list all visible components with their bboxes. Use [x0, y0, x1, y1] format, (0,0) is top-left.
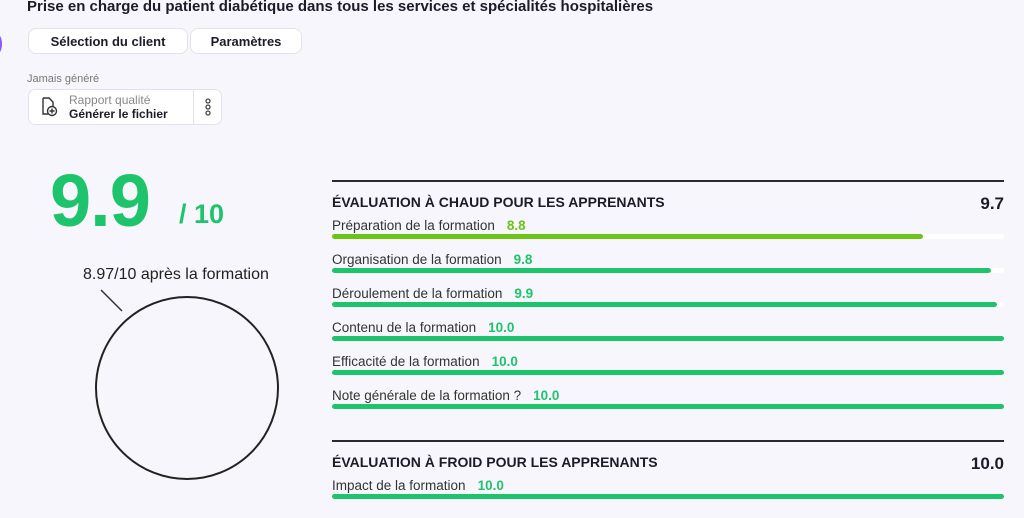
rating-bar-fill: [332, 234, 924, 239]
section-header: ÉVALUATION À FROID POUR LES APPRENANTS 10…: [332, 454, 1004, 474]
client-selection-button[interactable]: Sélection du client: [28, 28, 188, 54]
rating-bar-fill: [332, 336, 1004, 341]
rating-row: Efficacité de la formation 10.0: [332, 350, 1004, 384]
rating-label: Impact de la formation: [332, 478, 466, 493]
rating-bar: [332, 494, 1004, 499]
rating-label: Efficacité de la formation: [332, 354, 480, 369]
rating-bar: [332, 336, 1004, 341]
report-card: Rapport qualité Générer le fichier: [28, 89, 222, 125]
rating-bar-fill: [332, 404, 1004, 409]
rating-value: 10.0: [533, 388, 560, 403]
rating-label: Déroulement de la formation: [332, 286, 503, 301]
rating-row: Impact de la formation 10.0: [332, 474, 1004, 508]
rating-row: Déroulement de la formation 9.9: [332, 282, 1004, 316]
rating-label: Organisation de la formation: [332, 252, 502, 267]
page-title: Prise en charge du patient diabétique da…: [27, 0, 654, 15]
overall-score: 9.9: [50, 159, 151, 242]
more-vertical-icon[interactable]: [194, 90, 221, 124]
rating-bar: [332, 234, 1004, 239]
rating-value: 8.8: [506, 218, 526, 233]
score-max: / 10: [179, 199, 225, 229]
rating-bar: [332, 268, 1004, 273]
rating-bar-fill: [332, 302, 998, 307]
evaluation-section: ÉVALUATION À CHAUD POUR LES APPRENANTS 9.…: [332, 180, 1004, 418]
rating-bar-fill: [332, 370, 1004, 375]
rating-bar: [332, 370, 1004, 375]
rating-row: Préparation de la formation 8.8: [332, 214, 1004, 248]
rating-row: Note générale de la formation ? 10.0: [332, 384, 1004, 418]
report-status: Jamais généré: [27, 73, 100, 85]
rating-value: 9.9: [514, 286, 534, 301]
rating-bar: [332, 302, 1004, 307]
generate-file-button[interactable]: Rapport qualité Générer le fichier: [29, 90, 194, 124]
sidebar-toggle[interactable]: [0, 34, 2, 54]
after-training-score: 8.97/10 après la formation: [83, 266, 269, 283]
file-add-icon: [29, 97, 69, 117]
section-score: 10.0: [970, 454, 1004, 473]
rating-bar: [332, 404, 1004, 409]
section-header: ÉVALUATION À CHAUD POUR LES APPRENANTS 9.…: [332, 194, 1004, 214]
rating-row: Organisation de la formation 9.8: [332, 248, 1004, 282]
section-title: ÉVALUATION À CHAUD POUR LES APPRENANTS: [332, 194, 665, 210]
section-score: 9.7: [980, 194, 1004, 213]
rating-label: Note générale de la formation ?: [332, 388, 522, 403]
section-title: ÉVALUATION À FROID POUR LES APPRENANTS: [332, 454, 658, 470]
rating-value: 10.0: [477, 478, 504, 493]
rating-bar-fill: [332, 268, 991, 273]
rating-value: 9.8: [513, 252, 533, 267]
settings-button[interactable]: Paramètres: [190, 28, 302, 54]
rating-row: Contenu de la formation 10.0: [332, 316, 1004, 350]
rating-value: 10.0: [488, 320, 515, 335]
rating-label: Contenu de la formation: [332, 320, 477, 335]
rating-value: 10.0: [491, 354, 518, 369]
evaluation-section: ÉVALUATION À FROID POUR LES APPRENANTS 10…: [332, 440, 1004, 508]
score-gauge: [95, 289, 279, 480]
report-label: Rapport qualité: [69, 93, 151, 107]
rating-bar-fill: [332, 494, 1004, 499]
rating-label: Préparation de la formation: [332, 218, 495, 233]
generate-label: Générer le fichier: [69, 107, 168, 121]
